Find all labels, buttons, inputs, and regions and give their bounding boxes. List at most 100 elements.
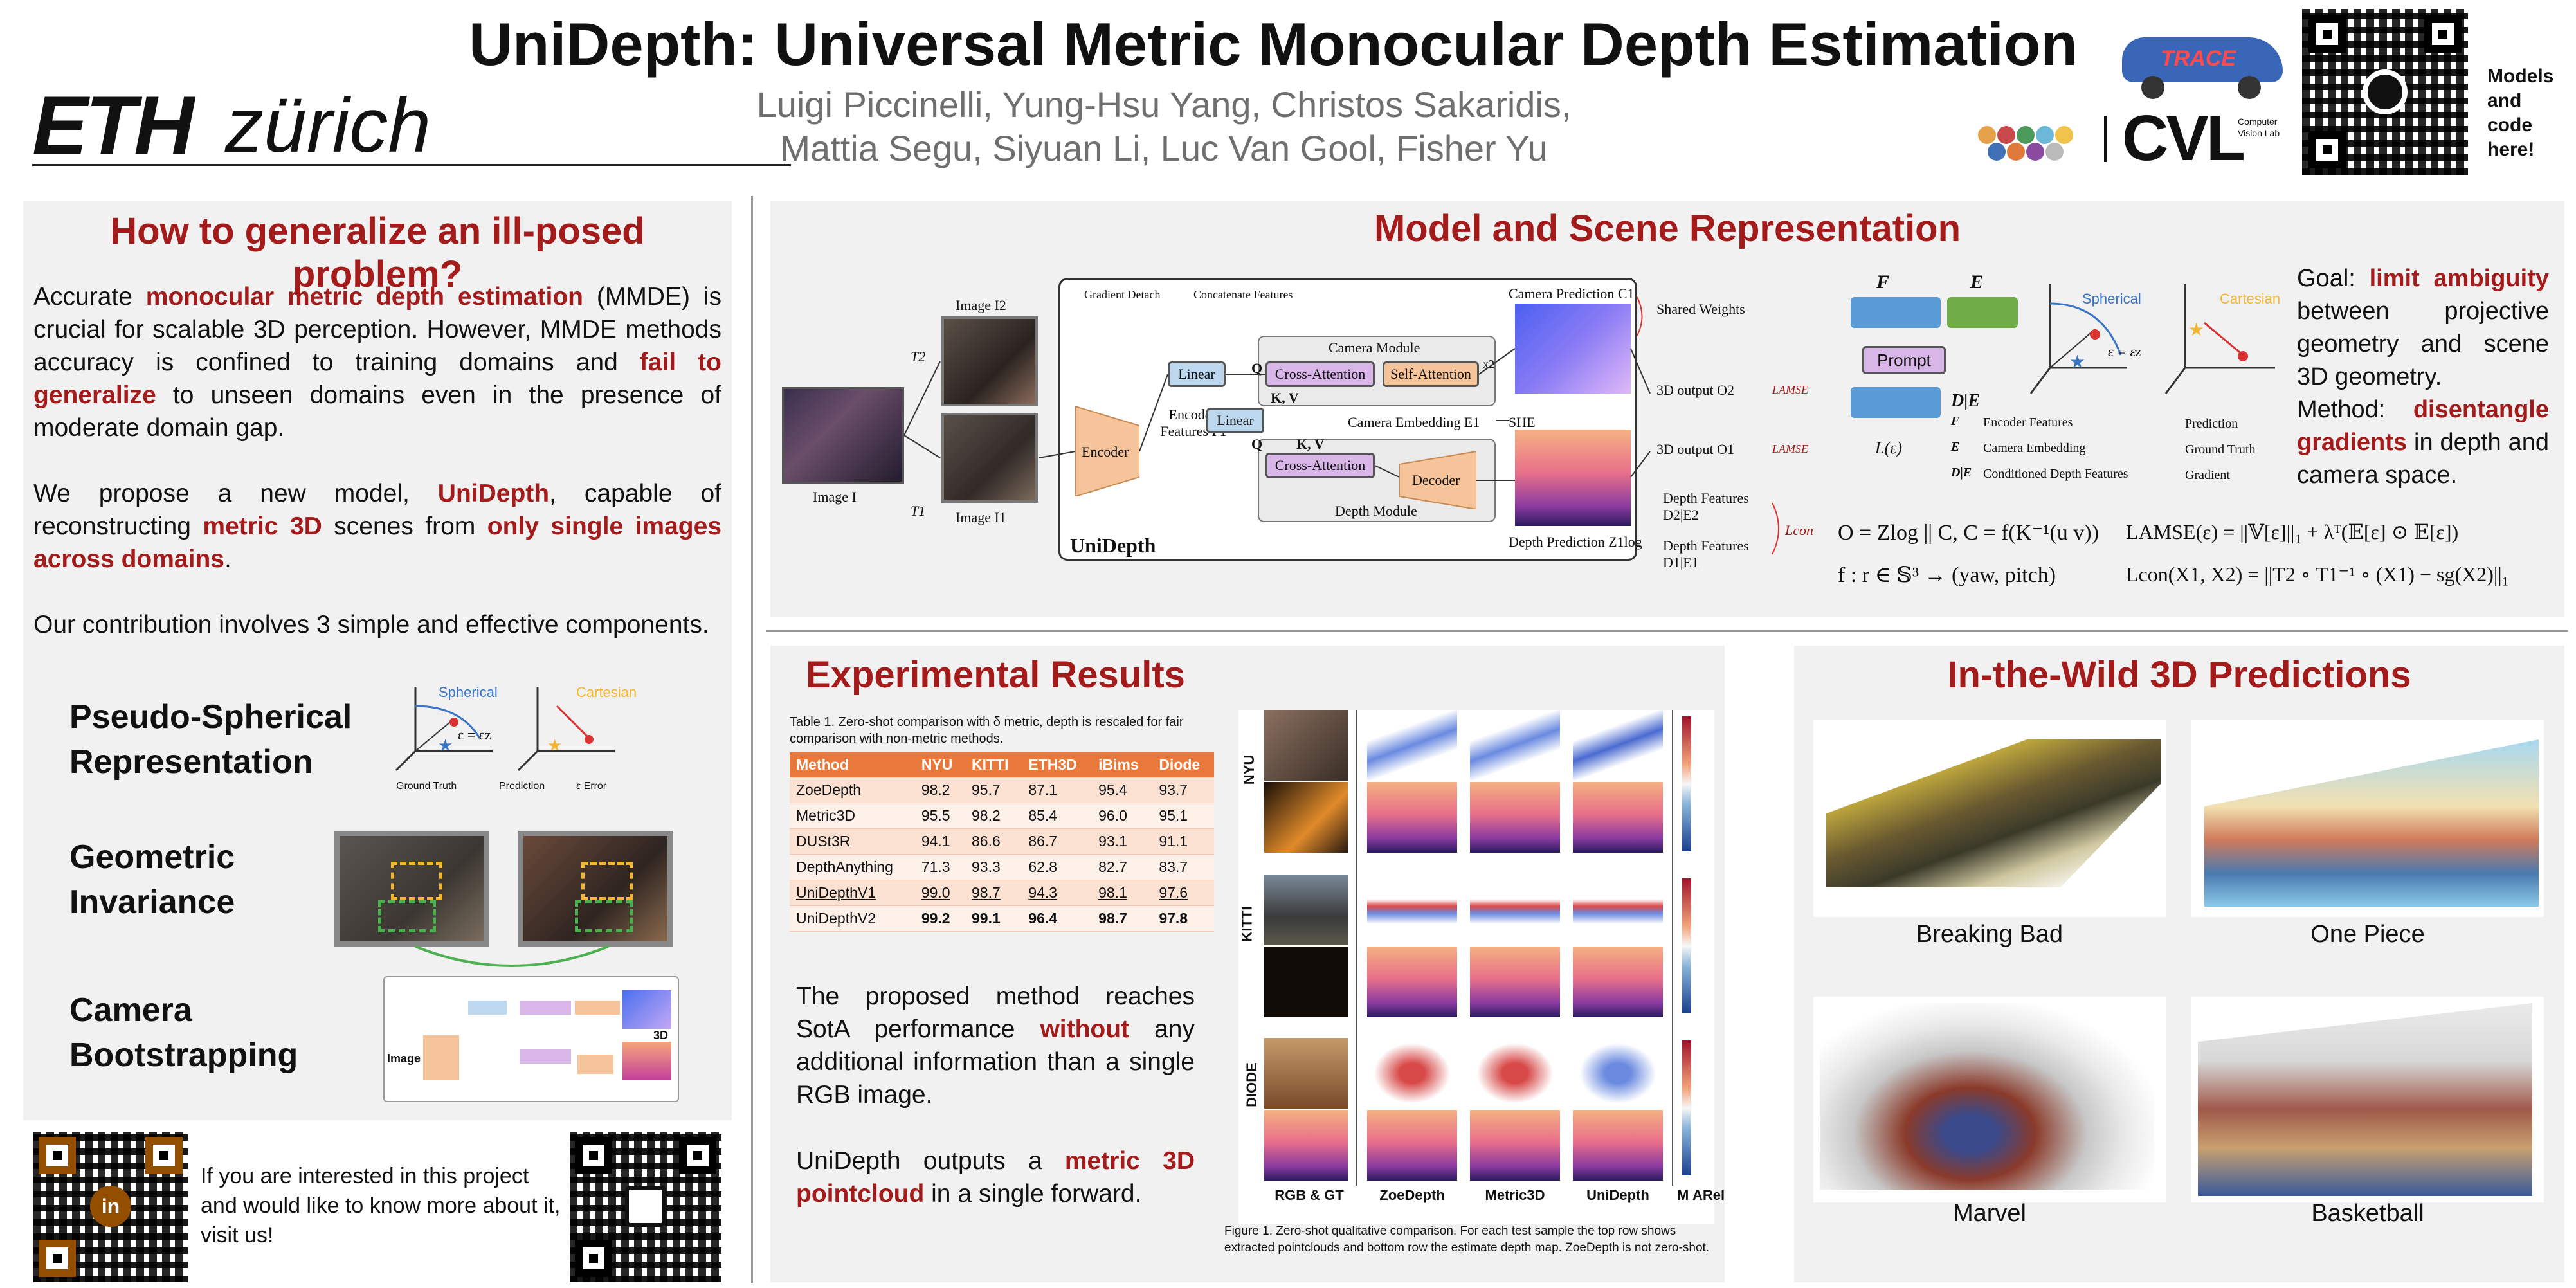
- logo-separator: [2104, 116, 2107, 162]
- cell: 98.1: [1092, 880, 1153, 906]
- linkedin-qr-code[interactable]: in: [33, 1132, 188, 1282]
- legend-conditioned-depth: Conditioned Depth Features: [1983, 467, 2128, 481]
- output-o1-label: 3D output O1: [1656, 441, 1734, 457]
- nyu-zoedepth-pc: [1367, 710, 1457, 781]
- cell: 99.0: [914, 880, 965, 906]
- cvl-logo: CVL: [2122, 102, 2245, 174]
- scene-cartesian-label: Cartesian: [2220, 291, 2281, 307]
- cell: 97.8: [1152, 905, 1214, 932]
- kv-label-2: K, V: [1296, 436, 1325, 452]
- output-o2-label: 3D output O2: [1656, 382, 1734, 398]
- wild-marvel-image: [1813, 997, 2166, 1202]
- kitti-gt: [1264, 947, 1348, 1017]
- component-2-title: Geometric Invariance: [69, 839, 235, 921]
- kitti-zoedepth-pc: [1367, 875, 1457, 945]
- nyu-gt: [1264, 782, 1348, 853]
- scene-spherical-label: Spherical: [2082, 291, 2141, 307]
- figure-caption: Figure 1. Zero-shot qualitative comparis…: [1224, 1224, 1710, 1255]
- encoder-block: [1075, 406, 1139, 496]
- poster-title: UniDepth: Universal Metric Monocular Dep…: [469, 10, 2078, 78]
- diode-unidepth-depth: [1573, 1110, 1663, 1181]
- cell: DUSt3R: [790, 828, 915, 855]
- equation-output: O = Zlog || C, C = f(K⁻¹(u v)): [1838, 521, 2099, 545]
- q-label-1: Q: [1251, 360, 1263, 376]
- decoder-label: Decoder: [1412, 472, 1460, 488]
- cell: 93.3: [965, 854, 1022, 880]
- nyu-metric3d-pc: [1470, 710, 1560, 781]
- camera-prediction-label: Camera Prediction C1: [1509, 286, 1635, 302]
- cell: 91.1: [1152, 828, 1214, 855]
- eth-logo-underline: [32, 164, 791, 166]
- col-label-metric3d: Metric3D: [1485, 1187, 1545, 1203]
- column-divider: [751, 196, 753, 1283]
- linear-block-2: Linear: [1206, 408, 1264, 433]
- trace-logo-text: TRACE: [2161, 46, 2236, 71]
- bootstrap-mini-diagram: Image 3D: [383, 976, 679, 1102]
- col-label-m: M: [1677, 1187, 1689, 1203]
- wild-basketball-image: [2191, 997, 2544, 1202]
- unidepth-label: UniDepth: [1070, 534, 1156, 557]
- wild-breaking-bad-image: [1813, 720, 2166, 917]
- cell: 87.1: [1022, 777, 1093, 803]
- wild-label-breaking-bad: Breaking Bad: [1916, 921, 2064, 948]
- cell: 82.7: [1092, 854, 1153, 880]
- equation-lcon: Lcon(X1, X2) = ||T2 ∘ T1⁻¹ ∘ (X1) − sg(X…: [2126, 563, 2509, 586]
- project-qr-code[interactable]: [570, 1132, 721, 1282]
- cell: 95.1: [1152, 803, 1214, 829]
- col-label-unidepth: UniDepth: [1586, 1187, 1649, 1203]
- cvl-logo-sub: Computer Vision Lab: [2238, 116, 2280, 138]
- col-label-rgb-gt: RGB & GT: [1274, 1187, 1344, 1203]
- cell: 95.5: [914, 803, 965, 829]
- input-image-label: Image I: [813, 489, 857, 505]
- cell: 98.2: [914, 777, 965, 803]
- kitti-unidepth-pc: [1573, 875, 1663, 945]
- col-diode: Diode: [1152, 752, 1214, 777]
- legend-gradient: Gradient: [2185, 468, 2230, 482]
- left-panel: How to generalize an ill-posed problem? …: [23, 201, 732, 1120]
- legend-encoder-features: Encoder Features: [1983, 415, 2073, 430]
- cell: 86.6: [965, 828, 1022, 855]
- input-image: [782, 387, 904, 484]
- row-divider: [766, 630, 2568, 632]
- colorbar-kitti: [1682, 878, 1691, 1013]
- model-panel: Model and Scene Representation Image I T…: [770, 201, 2564, 617]
- scene-f-label: F: [1876, 271, 1890, 293]
- col-ibims: iBims: [1092, 752, 1153, 777]
- legend-camera-embedding: Camera Embedding: [1983, 441, 2086, 455]
- table-row: DUSt3R 94.1 86.6 86.7 93.1 91.1: [790, 828, 1214, 855]
- col-label-arel: ARel: [1692, 1187, 1725, 1203]
- model-panel-title: Model and Scene Representation: [1374, 208, 1961, 249]
- depth-module-label: Depth Module: [1335, 503, 1417, 519]
- cell: 96.0: [1092, 803, 1153, 829]
- depth-features-1-label: Depth Features D1|E1: [1663, 538, 1749, 570]
- row-label-diode: DIODE: [1243, 1062, 1260, 1107]
- architecture-diagram: Image I T2 T1 Image I2 Image I1 Gradient…: [782, 278, 1824, 612]
- scene-representation-diagram: F E Prompt D|E L(ε) F Encoder Features E…: [1825, 271, 2301, 509]
- cell: 85.4: [1022, 803, 1093, 829]
- diode-metric3d-pc: [1470, 1038, 1560, 1109]
- cell: UniDepthV1: [790, 880, 915, 906]
- table-row: ZoeDepth 98.2 95.7 87.1 95.4 93.7: [790, 777, 1214, 803]
- invariance-image-1: [334, 831, 489, 947]
- kv-label-1: K, V: [1271, 390, 1299, 406]
- diode-unidepth-pc: [1573, 1038, 1663, 1109]
- wild-label-one-piece: One Piece: [2310, 921, 2425, 948]
- results-text-1: The proposed method reaches SotA perform…: [796, 983, 1195, 1109]
- self-attention-block: Self-Attention: [1383, 361, 1479, 387]
- equation-lamse: LAMSE(ε) = ||𝕍[ε]||₁ + λᵀ(𝔼[ε] ⊙ 𝔼[ε]): [2126, 520, 2459, 543]
- q-label-2: Q: [1251, 436, 1263, 452]
- cell: 93.7: [1152, 777, 1214, 803]
- github-icon: [2363, 69, 2408, 114]
- linear-block-1: Linear: [1168, 361, 1226, 387]
- table-row: UniDepthV1 99.0 98.7 94.3 98.1 97.6: [790, 880, 1214, 906]
- wild-label-marvel: Marvel: [1952, 1200, 2027, 1227]
- github-qr-code[interactable]: [2302, 9, 2468, 175]
- component-1-title: Pseudo-Spherical Representation: [69, 698, 352, 781]
- cell: 97.6: [1152, 880, 1214, 906]
- results-text-2: UniDepth outputs a metric 3D pointcloud …: [796, 1147, 1195, 1208]
- cell: 98.7: [965, 880, 1022, 906]
- svg-text:★: ★: [547, 736, 562, 755]
- colorbar-diode: [1682, 1040, 1691, 1175]
- lamse-label-1: LAMSE: [1772, 383, 1808, 396]
- colorbar-nyu: [1682, 716, 1691, 851]
